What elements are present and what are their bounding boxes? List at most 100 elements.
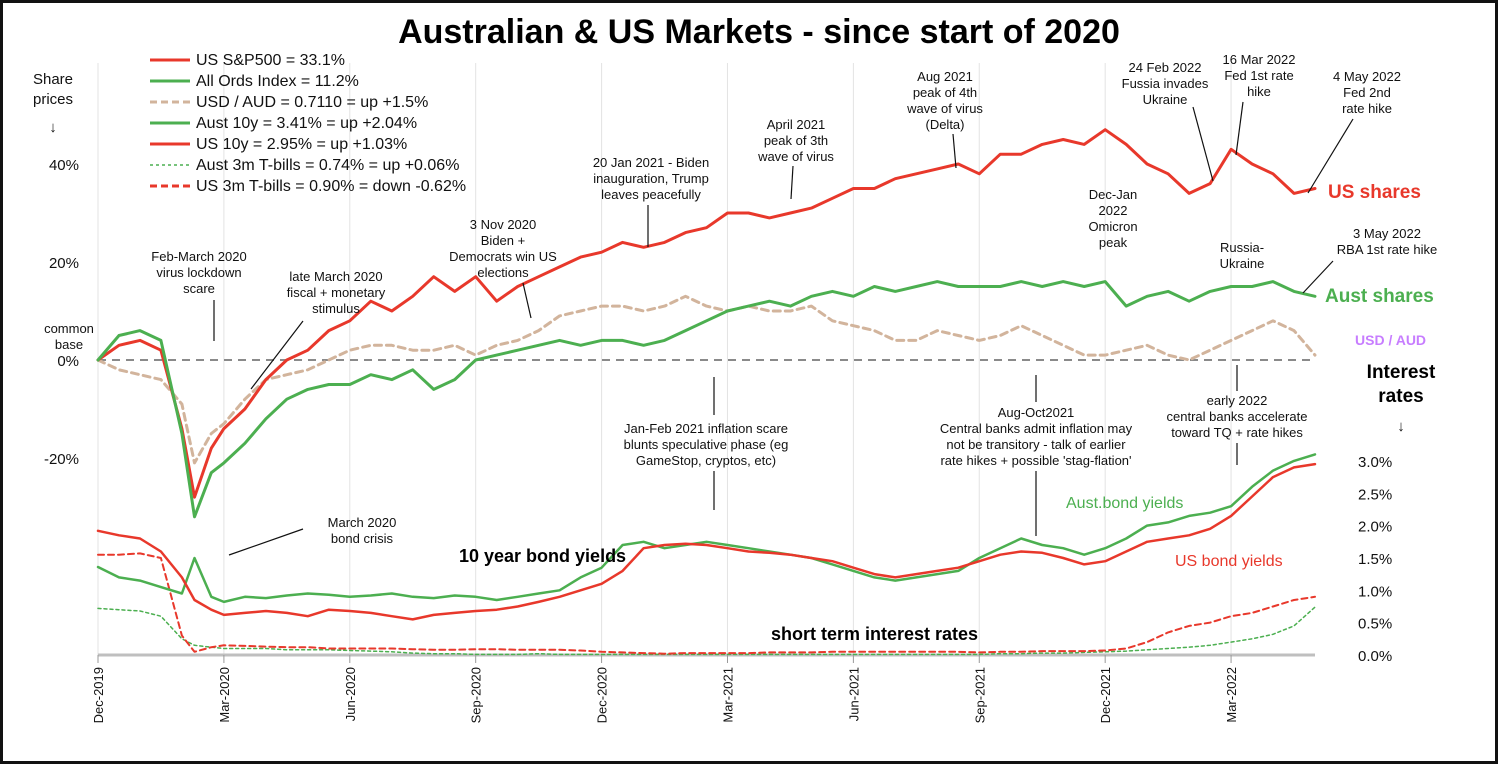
ann-line: central banks accelerate [1167,409,1308,424]
chart-svg: Australian & US Markets - since start of… [33,13,1437,723]
ann-line: early 2022 [1207,393,1268,408]
ann-line: Central banks admit inflation may [940,421,1133,436]
ann-line: virus lockdown [156,265,241,280]
arrow-nov-2020 [522,282,532,319]
ann-line: Biden + [481,233,525,248]
annotation-mar-2022: 16 Mar 2022 Fed 1st rate hike [1223,52,1296,99]
arrow-mar-2022 [1235,101,1244,156]
annotation-aug-oct-2021: Aug-Oct2021 Central banks admit inflatio… [940,405,1133,468]
ann-line: Omicron [1088,219,1137,234]
section-label-10y: 10 year bond yields [459,546,626,566]
series-line-aust-10y [96,453,1317,604]
ann-line: scare [183,281,215,296]
annotation-inflation-scare: Jan-Feb 2021 inflation scare blunts spec… [624,421,789,468]
legend-label: Aust 3m T-bills = 0.74% = up +0.06% [196,157,459,174]
label-us-bond-yields: US bond yields [1175,553,1283,570]
x-tick-label: Jun-2020 [343,667,358,721]
annotation-rba-2022: 3 May 2022 RBA 1st rate hike [1337,226,1437,257]
ann-line: stimulus [312,301,360,316]
ann-line: Fussia invades [1122,76,1209,91]
annotation-arrows [213,101,1354,556]
ann-line: toward TQ + rate hikes [1171,425,1303,440]
ann-line: late March 2020 [289,269,382,284]
ann-line: fiscal + monetary [287,285,386,300]
ann-line: 4 May 2022 [1333,69,1401,84]
x-tick-label: Dec-2020 [595,667,610,723]
legend-label: Aust 10y = 3.41% = up +2.04% [196,115,417,132]
ann-line: 16 Mar 2022 [1223,52,1296,67]
ann-line: 3 Nov 2020 [470,217,537,232]
right-tick-label: 2.5% [1358,486,1392,503]
x-tick-label: Mar-2022 [1224,667,1239,723]
annotation-russia-ukraine: Russia- Ukraine [1220,240,1265,271]
ann-line: Ukraine [1220,256,1265,271]
ann-line: Feb-March 2020 [151,249,246,264]
ann-line: RBA 1st rate hike [1337,242,1437,257]
x-tick-label: Sep-2021 [972,667,987,723]
right-tick-label: 0.5% [1358,616,1392,633]
ann-line: (Delta) [925,117,964,132]
legend: US S&P500 = 33.1% All Ords Index = 11.2% U… [150,52,466,195]
ann-line: 2022 [1099,203,1128,218]
right-tick-label: 3.0% [1358,454,1392,471]
ann-line: rate hike [1342,101,1392,116]
x-tick-label: Mar-2020 [217,667,232,723]
right-tick-label: 2.0% [1358,519,1392,536]
right-axis-arrow: ↓ [1397,418,1405,435]
arrow-aug-2021 [952,133,957,169]
ann-line: wave of virus [906,101,983,116]
ann-line: Aug 2021 [917,69,973,84]
label-usd-aud: USD / AUD [1355,332,1426,348]
ann-line: leaves peacefully [601,187,701,202]
ann-line: inauguration, Trump [593,171,709,186]
arrow-may-2022 [1307,118,1354,194]
arrow-late-march [250,320,304,390]
annotation-feb-march-2020: Feb-March 2020 virus lockdown scare [151,249,246,296]
ann-line: GameStop, cryptos, etc) [636,453,776,468]
vertical-gridlines [97,63,1232,655]
annotation-march-2020-bond: March 2020 bond crisis [328,515,397,546]
right-tick-label: 1.0% [1358,583,1392,600]
x-tick-label: Sep-2020 [469,667,484,723]
ann-line: Ukraine [1143,92,1188,107]
ann-line: peak of 3th [764,133,828,148]
ann-line: 20 Jan 2021 - Biden [593,155,709,170]
x-axis-ticks: Dec-2019 Mar-2020 Jun-2020 Sep-2020 Dec-2020… [91,655,1239,723]
series-line-usd-aud [96,294,1317,465]
left-axis-label-1: Share [33,71,73,88]
annotation-nov-2020: 3 Nov 2020 Biden + Democrats win US elec… [449,217,557,280]
label-us-shares: US shares [1328,182,1421,203]
x-tick-label: Dec-2021 [1098,667,1113,723]
legend-label: US 3m T-bills = 0.90% = down -0.62% [196,178,466,195]
legend-label: US 10y = 2.95% = up +1.03% [196,136,407,153]
annotation-common-base: common base [44,321,94,352]
annotation-april-2021: April 2021 peak of 3th wave of virus [757,117,834,164]
label-aust-shares: Aust shares [1325,286,1434,307]
left-axis-label-2: prices [33,91,73,108]
chart-title: Australian & US Markets - since start of… [398,13,1120,51]
x-tick-label: Mar-2021 [720,667,735,723]
series-line-aust-3m-t-bills [97,606,1316,656]
ann-line: Russia- [1220,240,1264,255]
ann-line: Democrats win US [449,249,557,264]
ann-line: wave of virus [757,149,834,164]
x-tick-label: Jun-2021 [846,667,861,721]
ann-line: Jan-Feb 2021 inflation scare [624,421,788,436]
left-tick-label: 40% [49,157,79,174]
left-axis-ticks: 40% 20% 0% -20% [44,157,79,468]
ann-line: elections [477,265,529,280]
ann-line: Fed 2nd [1343,85,1391,100]
annotation-jan-2021: 20 Jan 2021 - Biden inauguration, Trump … [593,155,709,202]
arrow-feb-2022 [1192,106,1214,182]
ann-line: 3 May 2022 [1353,226,1421,241]
series-line-us-10y [96,462,1317,621]
ann-line: March 2020 [328,515,397,530]
left-axis-arrow: ↓ [49,119,57,136]
annotation-feb-2022: 24 Feb 2022 Fussia invades Ukraine [1122,60,1209,107]
legend-label: USD / AUD = 0.7110 = up +1.5% [196,94,428,111]
annotation-omicron: Dec-Jan 2022 Omicron peak [1088,187,1137,250]
arrow-rba-2022 [1302,260,1334,294]
legend-label: All Ords Index = 11.2% [196,73,359,90]
arrow-march-2020-bond [228,528,304,556]
arrow-april-2021 [790,165,794,200]
